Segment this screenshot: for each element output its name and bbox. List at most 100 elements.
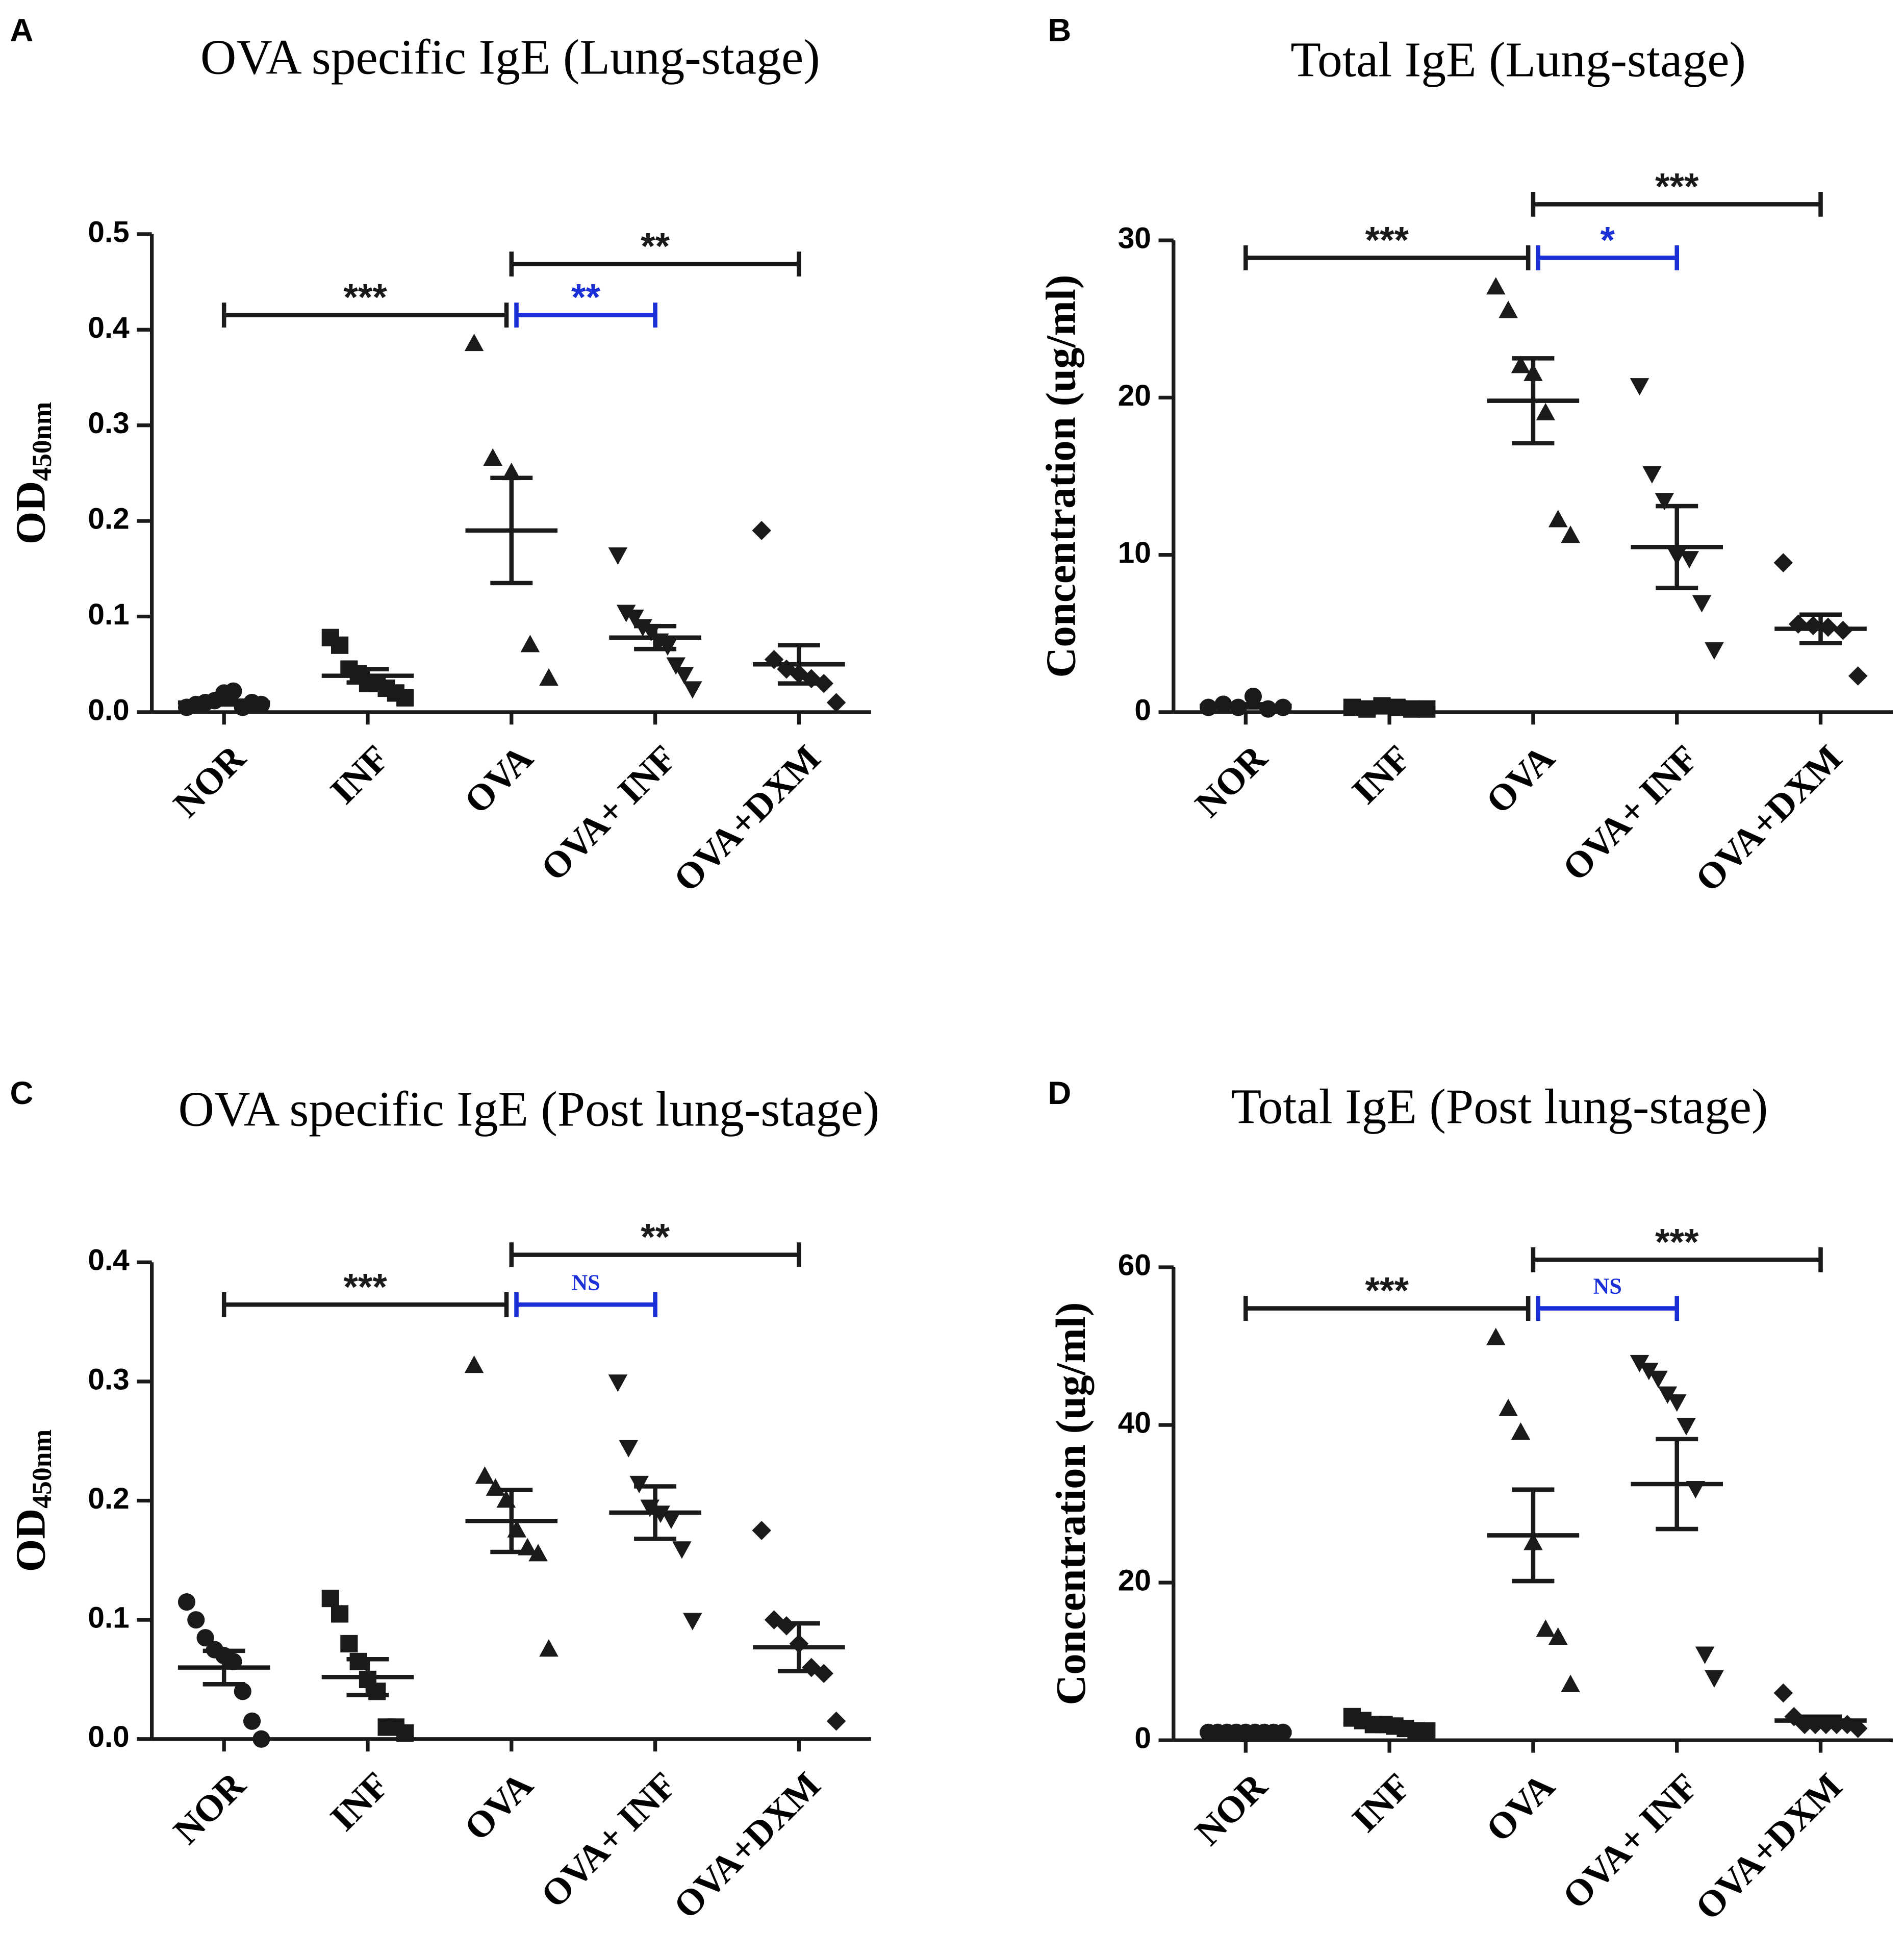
- point: [1548, 1627, 1568, 1645]
- point: [625, 609, 644, 627]
- point: [243, 1712, 261, 1730]
- x-tick-label: OVA: [456, 737, 541, 822]
- y-tick-label: 0.4: [88, 311, 130, 344]
- y-tick-label: 0: [1134, 693, 1151, 726]
- significance-label: **: [641, 225, 670, 267]
- x-tick-label: INF: [322, 737, 397, 812]
- y-tick-label: 10: [1118, 536, 1151, 569]
- point: [608, 547, 628, 565]
- point: [520, 635, 540, 653]
- x-tick-label: OVA+ INF: [1555, 737, 1706, 889]
- y-axis-label: Concentration (ug/ml): [1047, 1302, 1094, 1705]
- significance-bracket: [1243, 1296, 1531, 1321]
- x-tick-label: INF: [322, 1764, 397, 1839]
- x-tick-label: INF: [1344, 1765, 1418, 1840]
- point: [1655, 493, 1674, 511]
- point: [464, 333, 484, 352]
- panel-letter: A: [10, 12, 34, 48]
- significance-bracket: [221, 303, 509, 328]
- point: [666, 657, 686, 675]
- significance-bracket: [509, 1242, 801, 1268]
- point: [826, 693, 846, 712]
- point: [1630, 378, 1649, 396]
- point: [1692, 595, 1712, 613]
- y-tick-label: 60: [1118, 1249, 1151, 1282]
- point: [1705, 642, 1724, 660]
- point: [662, 1511, 681, 1529]
- point: [1677, 1418, 1696, 1436]
- x-tick-label: NOR: [165, 1764, 253, 1852]
- y-tick-label: 0.0: [88, 693, 129, 726]
- point: [252, 1730, 270, 1748]
- point: [1499, 300, 1518, 318]
- significance-label: ***: [343, 1266, 387, 1308]
- y-axis-label-sub: 450nm: [27, 402, 57, 481]
- significance-bracket: [514, 1292, 657, 1317]
- point: [619, 1440, 639, 1458]
- point: [1667, 1394, 1687, 1412]
- x-tick-label: NOR: [1187, 737, 1275, 825]
- point: [539, 1639, 558, 1657]
- significance-label: ***: [1365, 1270, 1409, 1312]
- point: [368, 1683, 386, 1700]
- point: [1486, 1327, 1506, 1345]
- point: [752, 1521, 771, 1540]
- point: [1648, 1370, 1668, 1388]
- point: [396, 1724, 414, 1742]
- significance-bracket: [1243, 245, 1531, 270]
- panel-letter: D: [1048, 1075, 1071, 1111]
- y-axis-label-main: Concentration (ug/ml): [1047, 1302, 1094, 1705]
- point: [475, 1466, 495, 1484]
- y-axis-label-main: OD: [7, 481, 54, 544]
- point: [1773, 553, 1793, 572]
- point: [1705, 1670, 1724, 1688]
- sem-bar: [634, 623, 677, 651]
- sem-bar: [1224, 1729, 1267, 1736]
- point: [1658, 1386, 1678, 1404]
- x-tick-label: OVA+ INF: [533, 1764, 684, 1916]
- point: [1630, 1354, 1649, 1372]
- point: [196, 1629, 214, 1647]
- significance-bracket: [1531, 1247, 1823, 1272]
- sem-bar: [202, 698, 245, 707]
- point: [1536, 1619, 1556, 1637]
- panel-letter: B: [1048, 12, 1071, 48]
- point: [528, 1544, 548, 1562]
- x-tick-label: OVA+ INF: [533, 737, 684, 889]
- x-tick-label: NOR: [1187, 1765, 1275, 1853]
- point: [1536, 403, 1556, 420]
- point: [608, 1374, 628, 1392]
- point: [777, 1616, 796, 1636]
- point: [349, 1652, 367, 1670]
- point: [234, 1683, 251, 1700]
- point: [1511, 1422, 1531, 1440]
- panel: B Total IgE (Lung-stage) Concentration (ug…: [1037, 12, 1893, 899]
- y-tick-label: 0.1: [88, 1601, 129, 1635]
- significance-label: ***: [343, 277, 387, 318]
- point: [321, 1590, 339, 1608]
- x-tick-label: NOR: [165, 737, 253, 825]
- point: [1486, 277, 1506, 295]
- significance-bracket: [514, 303, 657, 328]
- point: [340, 1635, 358, 1652]
- point: [674, 667, 694, 685]
- significance-label: *: [1600, 219, 1615, 261]
- significance-bracket: [1531, 192, 1823, 217]
- point: [1561, 1674, 1580, 1692]
- sem-bar: [1368, 1720, 1411, 1729]
- point: [1642, 466, 1662, 484]
- x-tick-label: OVA+DXM: [666, 737, 828, 900]
- significance-bracket: [221, 1292, 509, 1317]
- x-tick-label: OVA+DXM: [666, 1764, 828, 1927]
- point: [1848, 1719, 1868, 1738]
- panel: D Total IgE (Post lung-stage) Concentratio…: [1047, 1075, 1893, 1928]
- panel-letter: C: [10, 1075, 34, 1111]
- x-tick-label: OVA+ INF: [1555, 1765, 1706, 1917]
- significance-bracket: [1536, 1296, 1679, 1321]
- point: [483, 448, 502, 466]
- significance-label: NS: [1593, 1274, 1622, 1299]
- sem-bar: [1799, 1714, 1842, 1727]
- y-tick-label: 20: [1118, 379, 1151, 412]
- y-tick-label: 0.3: [88, 407, 129, 440]
- point: [1773, 1683, 1793, 1703]
